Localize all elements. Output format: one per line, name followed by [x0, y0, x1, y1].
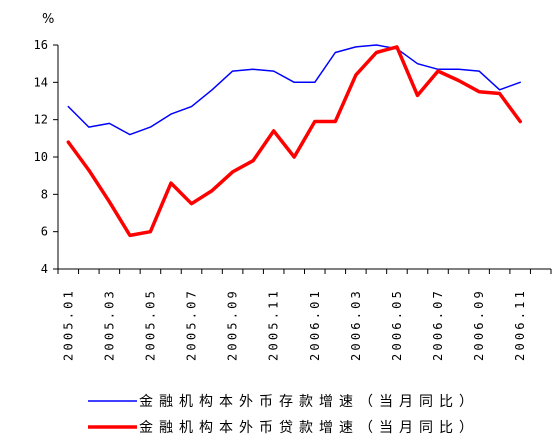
legend: 金融机构本外币存款增速（当月同比） 金融机构本外币贷款增速（当月同比） — [88, 394, 479, 436]
x-tick-label: 2005.03 — [102, 288, 116, 361]
x-axis-ticks: 2005.01 2005.03 2005.05 2005.07 2005.09 2005.… — [57, 269, 552, 361]
x-tick-label: 2006.07 — [431, 288, 445, 361]
legend-label-deposit: 金融机构本外币存款增速（当月同比） — [139, 394, 479, 410]
series-line-loan — [66, 45, 522, 238]
y-tick-label: 8 — [41, 187, 48, 201]
x-tick-label: 2006.03 — [349, 288, 363, 361]
y-tick-label: 12 — [34, 113, 48, 127]
x-tick-label: 2005.11 — [267, 288, 281, 361]
unit-label: % — [42, 12, 54, 27]
x-tick-label: 2006.11 — [513, 288, 527, 361]
y-tick-label: 4 — [41, 262, 48, 276]
y-tick-label: 10 — [34, 150, 48, 164]
x-tick-label: 2006.05 — [390, 288, 404, 361]
series-line-deposit — [67, 44, 521, 136]
y-tick-label: 16 — [34, 38, 48, 52]
x-tick-label: 2005.09 — [226, 288, 240, 361]
x-tick-label: 2005.01 — [61, 288, 75, 361]
y-tick-label: 6 — [41, 225, 48, 239]
legend-label-loan: 金融机构本外币贷款增速（当月同比） — [139, 420, 479, 436]
x-tick-label: 2006.09 — [472, 288, 486, 361]
series-layer — [66, 44, 522, 238]
y-tick-label: 14 — [34, 75, 48, 89]
x-tick-label: 2006.01 — [308, 288, 322, 361]
y-axis-ticks: 4 6 8 10 12 14 16 — [34, 38, 58, 276]
x-tick-label: 2005.05 — [143, 288, 157, 361]
x-tick-label: 2005.07 — [185, 288, 199, 361]
